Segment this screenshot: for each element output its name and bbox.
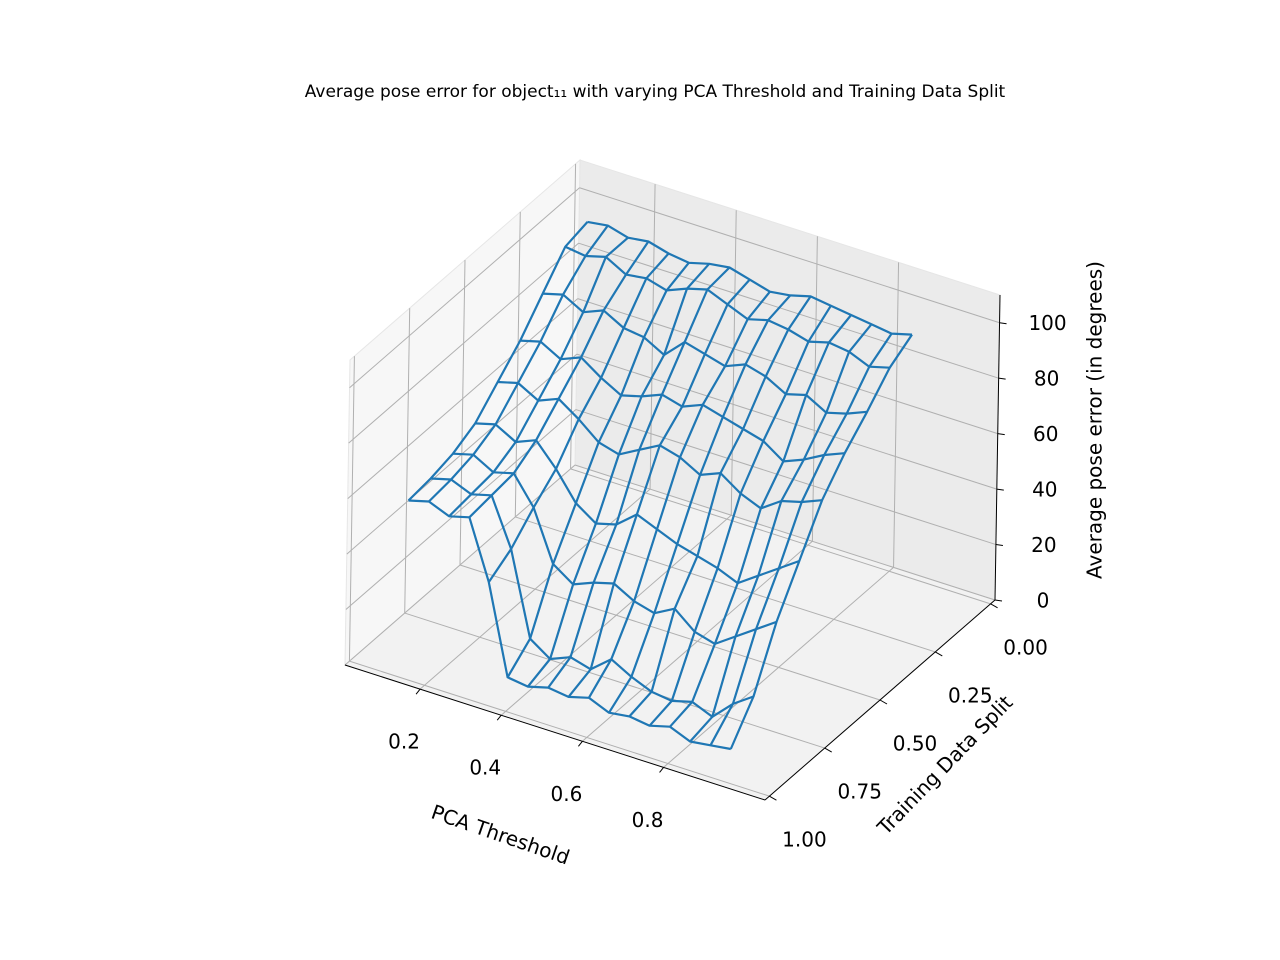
grid-line: [404, 612, 825, 749]
grid-line: [579, 187, 1000, 324]
z-tick: [996, 488, 1004, 491]
grid-line: [576, 353, 997, 490]
wire-column: [628, 295, 812, 718]
wire-column: [428, 224, 609, 503]
axis-line: [994, 294, 1001, 601]
wire-column: [506, 262, 690, 678]
grid-line: [649, 184, 656, 490]
x-tick-label: 0.8: [632, 808, 664, 832]
grid-line: [348, 242, 579, 444]
chart-title: Average pose error for object₁₁ with var…: [305, 82, 1006, 102]
grid-line: [347, 298, 579, 500]
grid-line: [348, 356, 355, 662]
y-tick-label: 0.25: [948, 683, 993, 707]
z-tick: [998, 377, 1006, 380]
grid-line: [514, 211, 521, 517]
y-tick-label: 1.00: [782, 828, 827, 852]
y-tick: [990, 603, 998, 609]
wire-column: [608, 294, 792, 714]
wire-column: [729, 333, 913, 750]
x-tick-label: 0.4: [469, 756, 501, 780]
y-tick: [824, 747, 832, 753]
grid-line: [570, 468, 991, 605]
grid-line: [459, 564, 881, 701]
wire-column: [587, 291, 771, 699]
wire-column: [407, 221, 589, 502]
y-tick: [935, 651, 943, 657]
grid-line: [893, 262, 900, 568]
x-axis-label: PCA Threshold: [428, 800, 573, 870]
z-tick-label: 40: [1032, 478, 1057, 502]
x-tick: [415, 688, 421, 695]
grid-line: [578, 242, 999, 379]
y-tick: [769, 795, 777, 801]
grid-line: [349, 660, 770, 797]
wire-column: [448, 236, 629, 518]
wire-column: [689, 323, 873, 743]
grid-line: [344, 464, 576, 666]
z-tick-label: 0: [1037, 589, 1050, 613]
y-axis-label: Training Data Split: [872, 690, 1018, 840]
x-tick-label: 0.6: [550, 782, 582, 806]
wire-column: [547, 266, 731, 689]
wire-column: [567, 278, 751, 698]
wire-column: [527, 263, 711, 688]
z-tick: [997, 433, 1005, 436]
y-tick: [879, 699, 888, 705]
z-tick: [999, 322, 1007, 325]
z-tick-label: 60: [1033, 422, 1058, 446]
x-tick: [496, 714, 502, 721]
grid-line: [349, 187, 580, 389]
y-tick-label: 0.75: [837, 780, 882, 804]
z-tick-label: 100: [1028, 311, 1066, 335]
wire-column: [669, 314, 852, 728]
y-tick-label: 0.50: [893, 732, 938, 756]
x-tick-label: 0.2: [388, 730, 420, 754]
wire-column: [648, 305, 832, 727]
z-tick: [995, 544, 1003, 547]
grid-line: [515, 516, 936, 653]
grid-line: [811, 236, 818, 542]
wire-column: [468, 240, 650, 519]
z-tick: [994, 599, 1003, 602]
z-tick-label: 20: [1031, 533, 1056, 557]
grid-line: [570, 163, 577, 469]
axis-line: [344, 664, 766, 801]
z-axis-label: Average pose error (in degrees): [1083, 261, 1107, 579]
wire-column: [487, 252, 670, 583]
z-tick-label: 80: [1034, 367, 1059, 391]
wire-column: [709, 332, 893, 746]
grid-line: [459, 259, 466, 566]
grid-line: [577, 298, 998, 435]
grid-line: [730, 210, 737, 516]
x-tick: [659, 767, 664, 773]
x-tick: [578, 740, 583, 747]
grid-line: [404, 308, 411, 614]
y-tick-label: 0.00: [1003, 635, 1048, 659]
